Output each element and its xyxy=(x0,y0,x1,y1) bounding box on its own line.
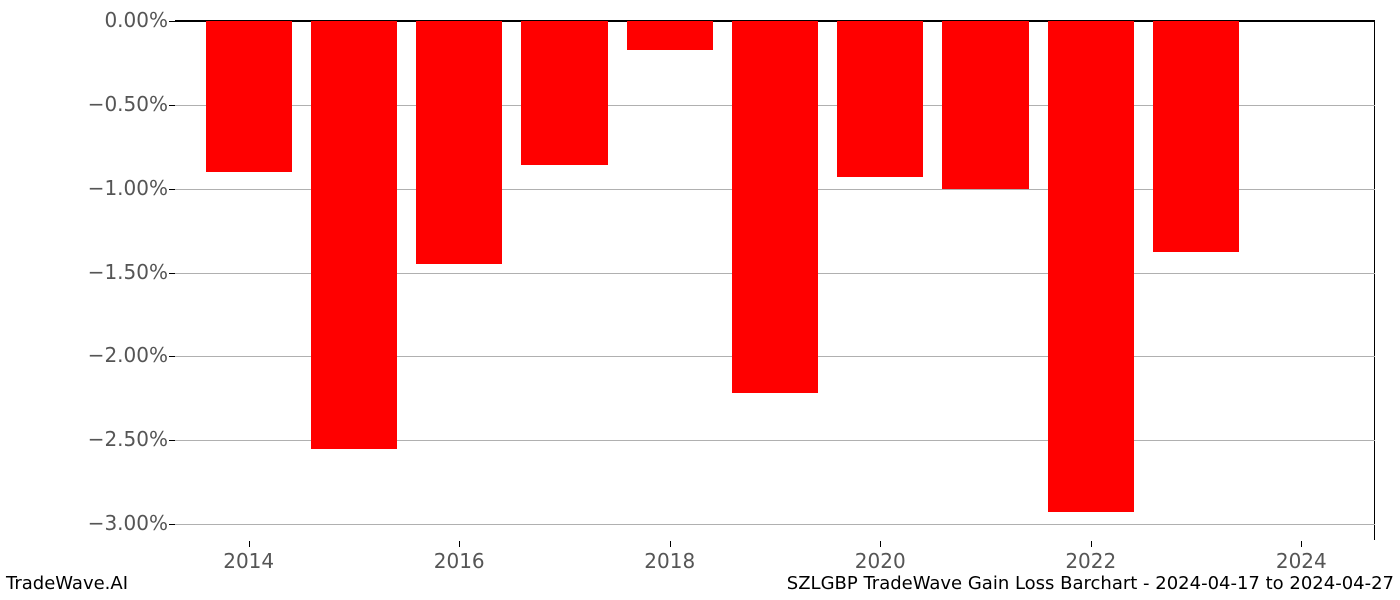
footer-brand: TradeWave.AI xyxy=(6,573,128,594)
y-tick-mark xyxy=(169,524,175,525)
y-tick-label: −2.00% xyxy=(8,343,168,367)
x-tick-mark xyxy=(880,541,881,547)
bar-2020 xyxy=(837,21,923,177)
bar-2016 xyxy=(416,21,502,264)
x-tick-mark xyxy=(1091,541,1092,547)
bar-2021 xyxy=(942,21,1028,189)
y-tick-label: −2.50% xyxy=(8,427,168,451)
y-tick-label: −1.00% xyxy=(8,176,168,200)
x-tick-label: 2020 xyxy=(855,549,906,573)
x-tick-label: 2024 xyxy=(1276,549,1327,573)
x-tick-mark xyxy=(670,541,671,547)
x-tick-label: 2014 xyxy=(223,549,274,573)
y-tick-label: −1.50% xyxy=(8,260,168,284)
bar-2023 xyxy=(1153,21,1239,252)
x-tick-label: 2022 xyxy=(1065,549,1116,573)
y-tick-mark xyxy=(169,356,175,357)
y-tick-label: −3.00% xyxy=(8,511,168,535)
bar-2018 xyxy=(627,21,713,50)
x-tick-mark xyxy=(249,541,250,547)
bar-2015 xyxy=(311,21,397,449)
x-tick-mark xyxy=(459,541,460,547)
y-tick-label: 0.00% xyxy=(8,8,168,32)
gain-loss-barchart: 201420162018202020222024 xyxy=(175,20,1375,540)
gridline xyxy=(175,524,1375,525)
x-tick-label: 2016 xyxy=(434,549,485,573)
y-tick-mark xyxy=(169,440,175,441)
plot-area: 201420162018202020222024 xyxy=(175,20,1375,540)
bar-2017 xyxy=(521,21,607,165)
x-tick-mark xyxy=(1301,541,1302,547)
bar-2019 xyxy=(732,21,818,393)
y-tick-label: −0.50% xyxy=(8,92,168,116)
bar-2014 xyxy=(206,21,292,172)
y-tick-mark xyxy=(169,189,175,190)
y-tick-mark xyxy=(169,21,175,22)
bar-2022 xyxy=(1048,21,1134,512)
x-tick-label: 2018 xyxy=(644,549,695,573)
y-tick-mark xyxy=(169,105,175,106)
y-tick-mark xyxy=(169,273,175,274)
footer-caption: SZLGBP TradeWave Gain Loss Barchart - 20… xyxy=(787,573,1394,594)
